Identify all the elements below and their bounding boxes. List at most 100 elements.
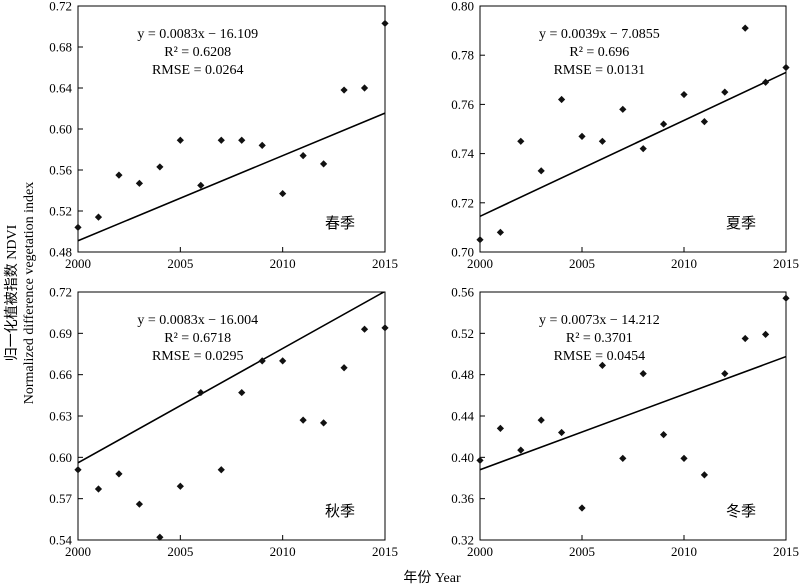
data-point [639, 145, 647, 153]
data-point [537, 416, 545, 424]
data-point [299, 152, 307, 160]
data-point [721, 370, 729, 378]
rmse-value: RMSE = 0.0131 [554, 63, 646, 78]
x-tick-label: 2010 [671, 544, 697, 559]
data-point [360, 84, 369, 92]
y-tick-label: 0.56 [451, 285, 474, 300]
x-tick-label: 2015 [773, 544, 799, 559]
trend-line [480, 71, 786, 218]
x-tick-label: 2005 [569, 256, 595, 271]
y-axis-title-chinese: 归一化植被指数 NDVI [3, 224, 20, 361]
data-point [115, 171, 123, 179]
x-axis-title: 年份 Year [403, 570, 461, 586]
data-point [135, 500, 143, 508]
data-point [299, 416, 307, 424]
x-tick-label: 2010 [270, 256, 296, 271]
data-point [381, 324, 389, 332]
regression-equation: y = 0.0073x − 14.212 [539, 313, 660, 328]
data-point [517, 137, 525, 145]
y-tick-label: 0.66 [49, 367, 72, 382]
data-point [156, 533, 164, 541]
x-tick-label: 2000 [467, 256, 493, 271]
data-point [660, 120, 668, 128]
data-point [558, 428, 566, 437]
data-point [74, 466, 82, 474]
regression-equation: y = 0.0083x − 16.109 [137, 27, 258, 42]
data-point [762, 330, 770, 338]
x-tick-label: 2000 [65, 544, 91, 559]
y-tick-label: 0.44 [451, 409, 474, 424]
data-point [680, 454, 688, 462]
r-squared: R² = 0.6718 [164, 331, 231, 346]
data-point [156, 163, 164, 171]
season-label: 秋季 [325, 503, 355, 520]
y-tick-label: 0.72 [451, 195, 474, 210]
plot-frame [479, 5, 787, 253]
y-tick-label: 0.32 [451, 533, 474, 548]
panel-top-right: 2000 2005 2010 2015 0.70 0.72 0.74 0.76 0.78 0.80… [451, 0, 799, 271]
data-point [578, 504, 586, 512]
data-point [558, 95, 566, 104]
data-point [476, 456, 484, 465]
regression-equation: y = 0.0039x − 7.0855 [539, 27, 660, 42]
x-tick-label: 2005 [167, 256, 193, 271]
data-point [115, 470, 123, 478]
data-point [381, 19, 389, 28]
r-squared: R² = 0.6208 [164, 45, 231, 60]
data-point [598, 137, 606, 145]
x-tick-label: 2015 [372, 544, 398, 559]
y-tick-label: 0.68 [49, 40, 72, 55]
data-point [217, 466, 225, 474]
data-point [176, 482, 184, 490]
data-point [217, 136, 225, 144]
y-tick-label: 0.69 [49, 326, 72, 341]
y-tick-label: 0.60 [49, 122, 72, 137]
regression-equation: y = 0.0083x − 16.004 [137, 313, 258, 328]
y-tick-label: 0.57 [49, 491, 72, 506]
data-point [360, 325, 369, 333]
data-point [619, 105, 627, 113]
rmse-value: RMSE = 0.0295 [152, 349, 244, 364]
r-squared: R² = 0.3701 [566, 331, 633, 346]
data-point [74, 223, 82, 231]
data-point [258, 357, 266, 365]
x-tick-label: 2015 [372, 256, 398, 271]
data-point [340, 364, 348, 372]
data-point [578, 132, 586, 140]
data-point [320, 160, 328, 168]
season-label: 春季 [325, 215, 355, 232]
data-point [279, 357, 287, 365]
data-point [340, 86, 348, 94]
data-point [537, 167, 545, 175]
y-tick-label: 0.74 [451, 146, 474, 161]
data-point [496, 424, 504, 432]
y-tick-label: 0.36 [451, 491, 474, 506]
data-point [700, 118, 708, 126]
r-squared: R² = 0.696 [569, 45, 629, 60]
data-point [639, 370, 647, 378]
trend-line [78, 292, 385, 464]
y-tick-label: 0.48 [451, 367, 474, 382]
y-tick-label: 0.52 [451, 326, 474, 341]
data-point [135, 179, 143, 187]
data-point [279, 189, 287, 198]
y-tick-label: 0.52 [49, 204, 72, 219]
plot-frame [77, 291, 386, 541]
season-label: 冬季 [726, 503, 756, 520]
rmse-value: RMSE = 0.0264 [152, 63, 244, 78]
y-tick-label: 0.56 [49, 163, 72, 178]
y-tick-label: 0.40 [451, 450, 474, 465]
panel-bottom-left: 2000 2005 2010 2015 0.54 0.57 0.60 0.63 0.66 0.69… [49, 285, 398, 560]
data-point [197, 181, 205, 189]
y-tick-label: 0.70 [451, 245, 474, 260]
y-axis-title-english: Normalized difference vegetation index [22, 182, 37, 404]
data-point [496, 228, 504, 236]
x-tick-label: 2015 [773, 256, 799, 271]
data-point [598, 361, 606, 369]
x-tick-label: 2000 [65, 256, 91, 271]
season-label: 夏季 [726, 215, 756, 232]
data-point [782, 63, 790, 72]
data-point [258, 141, 266, 149]
x-tick-label: 2010 [270, 544, 296, 559]
